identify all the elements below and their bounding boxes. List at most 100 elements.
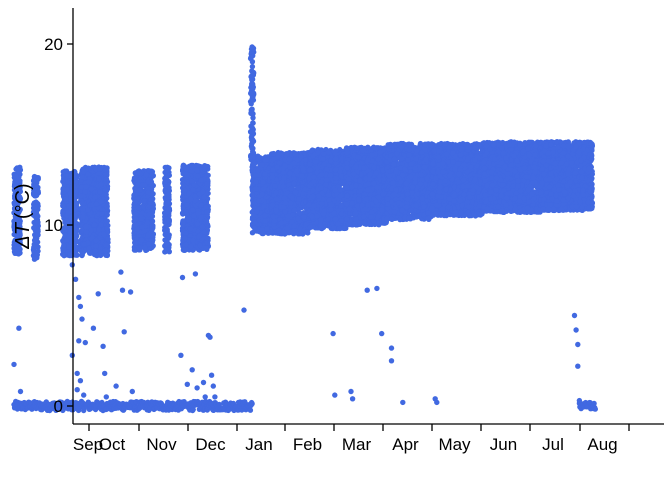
cluster-point	[66, 233, 73, 240]
cluster-point	[166, 192, 172, 198]
cluster-point	[271, 156, 277, 162]
cluster-point	[269, 174, 276, 181]
cluster-point	[60, 169, 66, 175]
cluster-point	[145, 232, 151, 239]
cluster-point	[99, 211, 105, 217]
cluster-point	[79, 200, 86, 207]
cluster-point	[190, 207, 196, 213]
cluster-point	[291, 180, 297, 186]
cluster-point	[143, 171, 150, 178]
cluster-point	[32, 189, 38, 195]
cluster-point	[192, 193, 198, 199]
cluster-point	[204, 209, 210, 215]
cluster-point	[102, 167, 109, 173]
cluster-point	[60, 203, 66, 209]
cluster-point	[252, 219, 258, 225]
cluster-point	[296, 210, 302, 216]
cluster-point	[264, 226, 270, 232]
cluster-point	[301, 214, 307, 220]
cluster-point	[288, 186, 294, 192]
cluster-point	[287, 164, 293, 170]
cluster-point	[71, 183, 77, 189]
cluster-point	[262, 157, 269, 163]
cluster-point	[82, 223, 89, 230]
cluster-point	[295, 215, 301, 222]
cluster-point	[138, 237, 145, 243]
cluster-point	[199, 224, 206, 230]
cluster-point	[183, 166, 189, 172]
cluster-point	[183, 209, 189, 215]
cluster-point	[270, 213, 276, 220]
cluster-point	[11, 249, 18, 255]
cluster-point	[96, 226, 102, 233]
cluster-point	[12, 181, 18, 188]
cluster-point	[83, 228, 90, 235]
cluster-point	[139, 224, 145, 231]
cluster-point	[204, 181, 210, 187]
cluster-point	[60, 178, 66, 185]
cluster-point	[249, 192, 255, 198]
cluster-point	[146, 211, 152, 218]
cluster-point	[35, 219, 41, 226]
cluster-point	[148, 196, 154, 203]
cluster-point	[132, 211, 139, 217]
cluster-point	[81, 241, 87, 247]
cluster-point	[98, 181, 104, 188]
cluster-point	[73, 172, 79, 178]
cluster-point	[249, 230, 256, 236]
cluster-point	[93, 237, 100, 244]
cluster-point	[97, 189, 103, 195]
cluster-point	[271, 150, 277, 157]
cluster-point	[33, 183, 39, 190]
cluster-point	[132, 240, 139, 246]
cluster-point	[67, 190, 73, 197]
cluster-point	[190, 187, 196, 193]
cluster-point	[291, 207, 297, 213]
cluster-point	[61, 186, 67, 193]
cluster-point	[282, 208, 288, 215]
cluster-point	[188, 163, 195, 170]
cluster-point	[304, 229, 310, 235]
cluster-point	[93, 201, 100, 207]
cluster-point	[180, 218, 186, 225]
cluster-point	[91, 222, 98, 228]
baseline-point	[592, 406, 598, 412]
cluster-point	[146, 241, 152, 247]
cluster-point	[198, 177, 204, 183]
cluster-point	[101, 231, 107, 237]
cluster-point	[16, 251, 22, 257]
cluster-point	[272, 183, 278, 189]
cluster-point	[16, 215, 22, 221]
cluster-point	[201, 194, 208, 201]
cluster-point	[287, 170, 293, 176]
cluster-point	[255, 167, 261, 174]
cluster-point	[253, 179, 259, 185]
cluster-point	[284, 225, 290, 231]
cluster-point	[189, 168, 195, 174]
cluster-point	[11, 201, 18, 207]
cluster-point	[96, 176, 102, 182]
cluster-point	[31, 225, 37, 231]
cluster-point	[136, 187, 143, 193]
cluster-point	[187, 226, 194, 232]
cluster-point	[182, 246, 189, 253]
cluster-point	[12, 206, 18, 212]
cluster-point	[80, 166, 86, 172]
cluster-point	[103, 242, 109, 248]
cluster-point	[164, 209, 171, 215]
cluster-point	[197, 242, 203, 249]
cluster-point	[253, 186, 259, 192]
cluster-point	[102, 247, 109, 254]
cluster-point	[299, 173, 305, 179]
cluster-point	[11, 187, 18, 193]
cluster-point	[31, 256, 38, 262]
cluster-point	[79, 174, 86, 180]
cluster-point	[273, 189, 279, 196]
baseline-point	[247, 407, 254, 413]
cluster-point	[31, 237, 38, 244]
cluster-point	[63, 218, 70, 224]
cluster-point	[83, 184, 89, 190]
cluster-point	[80, 214, 86, 220]
cluster-point	[66, 203, 72, 209]
cluster-point	[164, 167, 170, 174]
